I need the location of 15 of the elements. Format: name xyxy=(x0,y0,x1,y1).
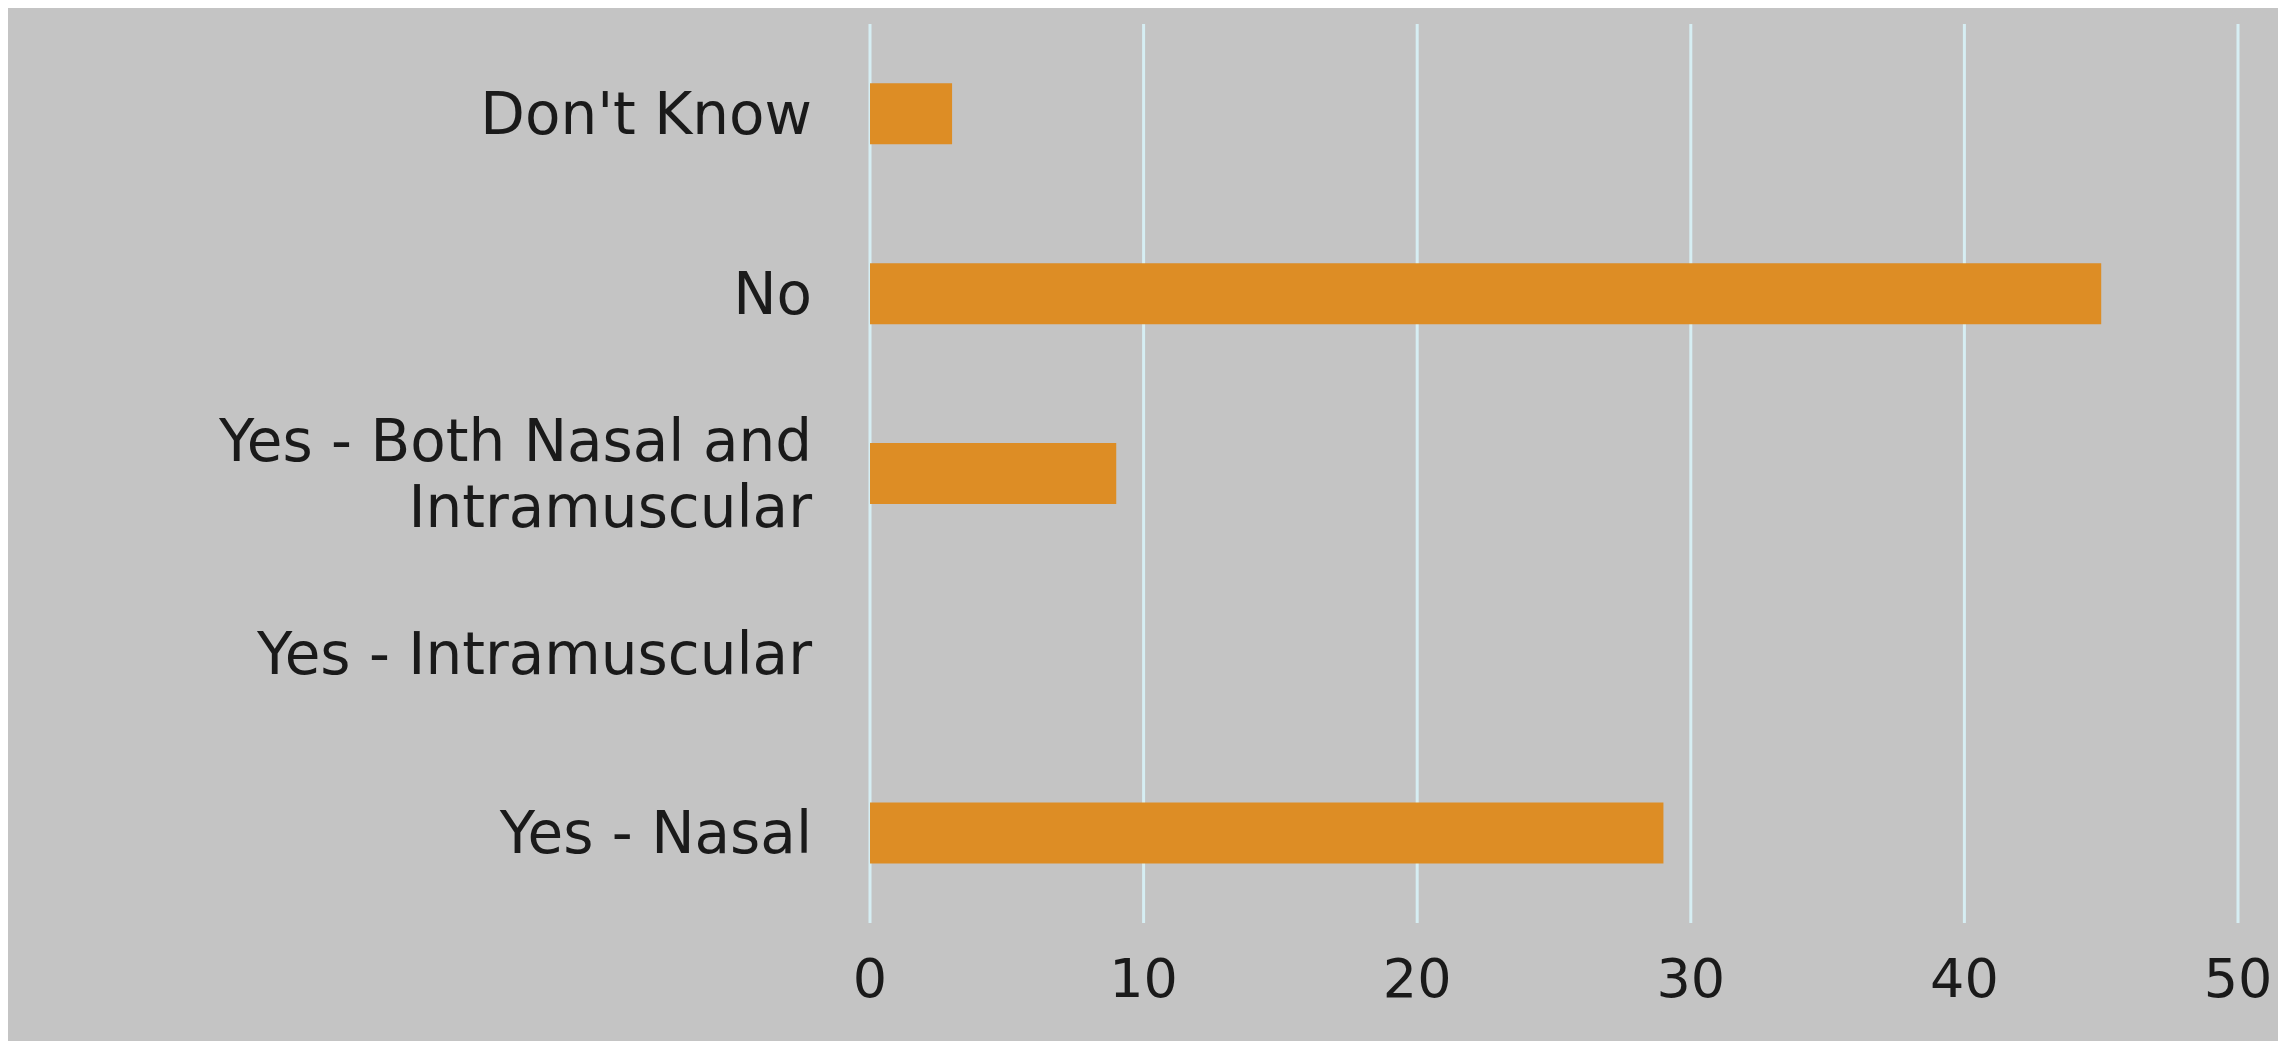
y-tick-label: No xyxy=(733,260,812,328)
x-tick-label: 20 xyxy=(1382,947,1452,1011)
x-tick-label: 50 xyxy=(2203,947,2273,1011)
x-tick-label: 10 xyxy=(1109,947,1178,1011)
y-tick-label: Don't Know xyxy=(480,80,812,149)
bar xyxy=(870,83,953,145)
x-tick-label: 30 xyxy=(1656,947,1726,1011)
x-tick-label: 40 xyxy=(1930,947,1999,1011)
y-tick-label: Yes - Intramuscular xyxy=(255,619,813,688)
y-tick-label: Yes - Nasal xyxy=(498,799,812,868)
bar xyxy=(870,802,1664,864)
bar xyxy=(870,442,1117,504)
x-tick-label: 0 xyxy=(852,947,888,1011)
y-tick-label: Yes - Both Nasal and Intramuscular xyxy=(218,406,813,541)
bar xyxy=(870,263,2102,325)
